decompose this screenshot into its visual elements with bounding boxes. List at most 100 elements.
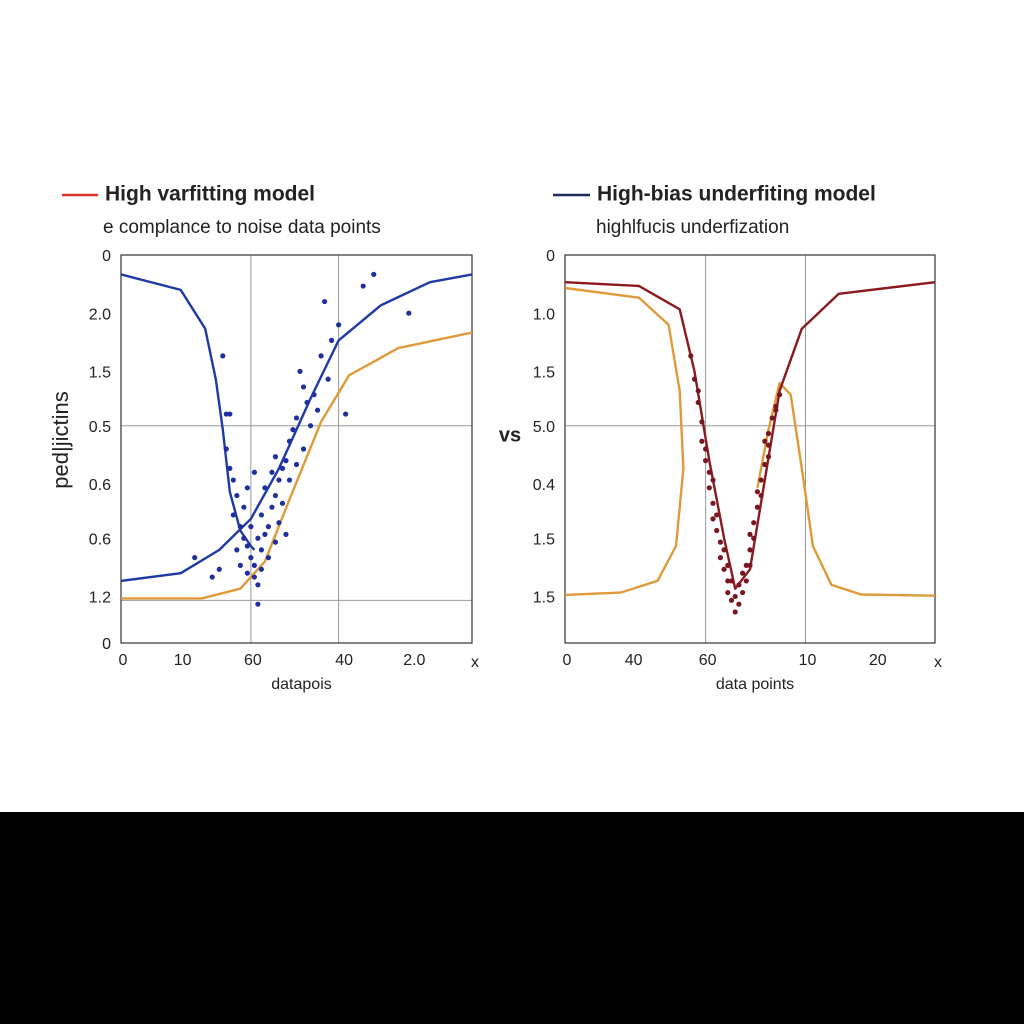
curve	[120, 273, 256, 551]
y-tick-label: 1.5	[533, 365, 555, 382]
data-point	[258, 512, 264, 518]
data-point	[276, 520, 282, 526]
data-point	[699, 419, 705, 425]
data-point	[732, 593, 738, 600]
data-point	[262, 485, 268, 491]
data-point	[747, 547, 753, 553]
data-point	[223, 446, 229, 452]
x-tick-label: 2.0	[403, 652, 425, 669]
data-point	[747, 531, 753, 537]
x-tick-label: 10	[799, 652, 817, 669]
background	[0, 0, 1024, 812]
curve	[564, 281, 936, 590]
data-point	[283, 531, 289, 537]
data-point	[691, 376, 698, 382]
data-point	[251, 574, 257, 580]
data-point	[703, 446, 709, 452]
data-point	[227, 465, 233, 471]
data-point	[714, 512, 720, 518]
data-point	[699, 438, 705, 444]
data-point	[209, 574, 215, 580]
data-point	[311, 392, 317, 398]
data-point	[286, 438, 293, 444]
subtitle: highlfucis underfization	[596, 217, 789, 238]
data-point	[765, 430, 772, 437]
data-point	[293, 415, 300, 421]
data-point	[279, 500, 286, 506]
data-point	[244, 485, 250, 491]
x-tick-label: 40	[335, 652, 353, 669]
x-axis-symbol: x	[934, 654, 942, 671]
x-axis-symbol: x	[471, 654, 479, 671]
y-tick-label: 5.0	[533, 419, 555, 436]
y-tick-label: 1.2	[89, 590, 111, 607]
data-point	[241, 504, 247, 510]
x-tick-label: 20	[869, 652, 887, 669]
data-point	[751, 535, 757, 541]
data-point	[762, 438, 768, 444]
data-point	[717, 555, 724, 561]
data-point	[765, 454, 772, 460]
data-point	[286, 477, 293, 483]
data-point	[237, 524, 243, 530]
data-point	[762, 461, 768, 468]
data-point	[725, 578, 731, 584]
data-point	[743, 562, 749, 569]
data-point	[300, 446, 307, 452]
y-tick-label: 0.5	[89, 419, 111, 436]
data-point	[304, 399, 310, 406]
x-tick-label: 0	[119, 652, 128, 669]
data-point	[336, 322, 342, 328]
data-point	[265, 555, 272, 561]
data-point	[279, 465, 286, 471]
data-point	[293, 461, 300, 468]
data-point	[754, 489, 761, 495]
data-point	[307, 423, 314, 429]
data-point	[360, 283, 366, 289]
x-tick-label: 0	[563, 652, 572, 669]
data-point	[255, 601, 261, 607]
data-point	[272, 539, 279, 545]
data-point	[314, 407, 321, 413]
data-point	[244, 570, 250, 576]
data-point	[769, 415, 775, 421]
y-tick-label: 1.5	[533, 531, 555, 548]
y-tick-label: 0	[102, 248, 111, 265]
data-point	[318, 353, 324, 359]
x-tick-label: 40	[625, 652, 643, 669]
plot-frame	[120, 254, 473, 644]
y-tick-label: 2.0	[89, 306, 111, 323]
data-point	[227, 411, 233, 417]
data-point	[321, 298, 328, 305]
data-point	[706, 469, 712, 475]
data-point	[269, 504, 275, 510]
data-point	[740, 570, 746, 576]
data-point	[258, 547, 264, 553]
data-point	[773, 407, 779, 413]
black-band	[0, 812, 1024, 1024]
data-point	[725, 589, 731, 596]
vs-label: vs	[499, 424, 521, 446]
data-point	[751, 520, 757, 526]
y-tick-label: 0	[102, 636, 111, 653]
data-point	[234, 547, 240, 553]
data-point	[241, 535, 247, 541]
data-point	[721, 566, 727, 572]
curve	[121, 331, 473, 600]
data-point	[255, 582, 261, 588]
y-axis-label: ped|jictins	[48, 391, 73, 488]
data-point	[710, 500, 716, 506]
data-point	[765, 442, 772, 448]
data-point	[758, 492, 764, 499]
data-point	[272, 454, 279, 460]
data-point	[736, 582, 742, 588]
data-point	[703, 458, 709, 464]
data-point	[706, 485, 712, 491]
x-tick-label: 60	[699, 652, 717, 669]
data-point	[747, 562, 753, 569]
data-point	[272, 492, 279, 499]
y-tick-label: 0	[546, 248, 555, 265]
data-point	[276, 477, 282, 483]
curve	[564, 286, 936, 597]
